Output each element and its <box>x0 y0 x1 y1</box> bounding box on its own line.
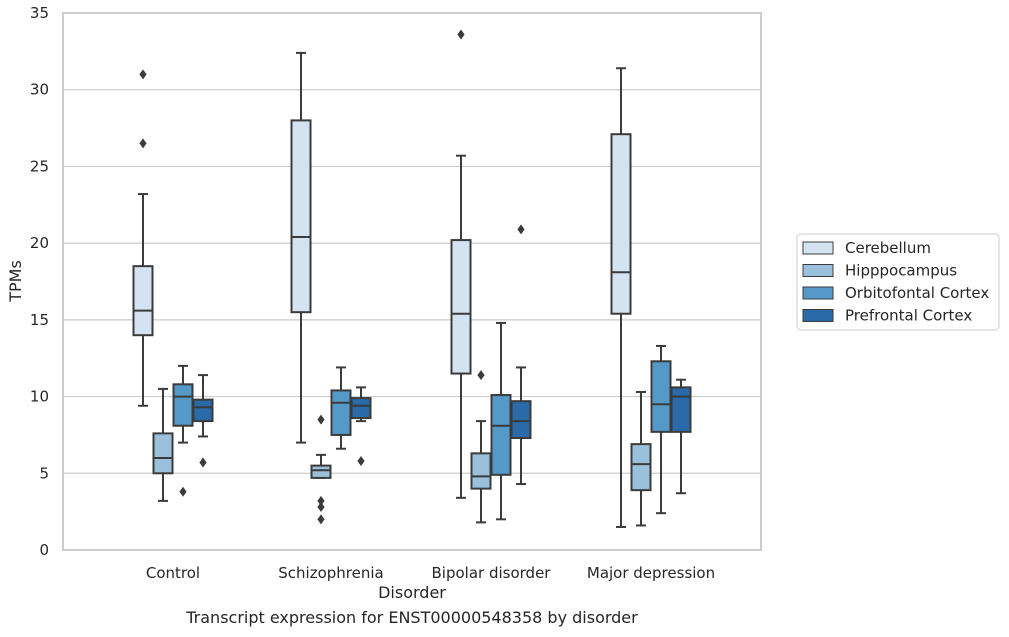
y-axis-ticks: 0 5 10 15 20 25 30 35 <box>30 4 49 559</box>
box-bipolar-disorder <box>450 29 472 499</box>
box-major-depression <box>630 390 652 527</box>
box-iqr <box>490 394 512 476</box>
plot-frame <box>62 12 762 551</box>
series-hipppocampus <box>152 370 652 527</box>
y-tick-label: 15 <box>30 311 49 329</box>
box-major-depression <box>670 378 692 495</box>
y-tick-label: 5 <box>39 464 49 482</box>
y-tick-label: 0 <box>39 541 49 559</box>
outlier-point <box>179 486 187 497</box>
legend-item: Cerebellum <box>802 239 931 257</box>
x-tick-label: Major depression <box>587 564 715 582</box>
y-tick-label: 25 <box>30 157 49 175</box>
legend-item: Prefrontal Cortex <box>802 307 972 325</box>
y-tick-label: 35 <box>30 4 49 22</box>
box-series <box>132 29 692 528</box>
box-schizophrenia <box>310 414 332 525</box>
outlier-point <box>139 69 147 80</box>
box-control <box>152 387 174 502</box>
x-axis-title: Disorder <box>378 583 446 602</box>
box-iqr <box>172 383 194 427</box>
series-cerebellum <box>132 29 632 528</box>
legend-label: Prefrontal Cortex <box>845 307 972 325</box>
y-tick-label: 20 <box>30 234 49 252</box>
box-major-depression <box>610 67 632 528</box>
legend-item: Hipppocampus <box>802 262 957 280</box>
x-tick-label: Bipolar disorder <box>432 564 552 582</box>
y-tick-label: 30 <box>30 81 49 99</box>
box-iqr <box>350 397 372 420</box>
box-iqr <box>152 432 174 475</box>
legend-swatch <box>802 264 834 277</box>
legend-swatch <box>802 309 834 322</box>
box-iqr <box>670 386 692 433</box>
legend-swatch <box>802 241 834 255</box>
outlier-point <box>317 502 325 513</box>
box-iqr <box>450 239 472 375</box>
outlier-point <box>317 495 325 506</box>
box-iqr <box>610 133 632 315</box>
box-control <box>132 69 154 407</box>
series-prefrontal-cortex <box>192 224 692 495</box>
legend-frame <box>796 233 1000 331</box>
x-axis-ticks: Control Schizophrenia Bipolar disorder Majo… <box>146 564 715 582</box>
legend-swatch <box>802 286 834 300</box>
outlier-point <box>517 224 525 235</box>
outlier-point <box>139 138 147 149</box>
box-bipolar-disorder <box>470 370 492 524</box>
box-iqr <box>510 400 532 439</box>
y-axis-title: TPMs <box>6 260 25 303</box>
outlier-point <box>317 414 325 425</box>
box-schizophrenia <box>350 386 372 467</box>
box-control <box>192 374 214 468</box>
legend: Cerebellum Hipppocampus Orbitofontal Corte… <box>796 233 1000 331</box>
chart-caption: Transcript expression for ENST0000054835… <box>186 608 638 627</box>
outlier-point <box>199 457 207 468</box>
legend-label: Cerebellum <box>845 239 931 257</box>
y-tick-label: 10 <box>30 388 49 406</box>
box-iqr <box>650 360 672 433</box>
outlier-point <box>317 514 325 525</box>
box-iqr <box>310 464 332 479</box>
box-bipolar-disorder <box>490 321 512 521</box>
outlier-point <box>477 370 485 381</box>
legend-label: Hipppocampus <box>845 262 957 280</box>
box-bipolar-disorder <box>510 224 532 486</box>
box-schizophrenia <box>290 51 312 444</box>
outlier-point <box>357 456 365 467</box>
box-iqr <box>192 398 214 423</box>
x-tick-label: Control <box>146 564 200 582</box>
legend-label: Orbitofontal Cortex <box>845 284 989 302</box>
x-tick-label: Schizophrenia <box>278 564 383 582</box>
box-iqr <box>330 389 352 436</box>
box-iqr <box>630 443 652 492</box>
box-iqr <box>132 265 154 337</box>
legend-item: Orbitofontal Cortex <box>802 284 989 302</box>
outlier-point <box>457 29 465 40</box>
box-iqr <box>290 119 312 314</box>
box-iqr <box>470 452 492 490</box>
